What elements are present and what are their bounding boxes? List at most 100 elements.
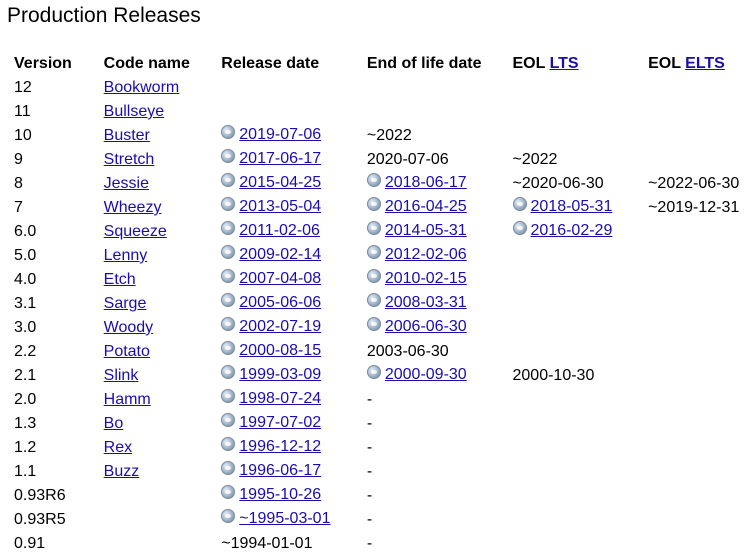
- globe-icon: [366, 220, 381, 235]
- eol-lts-text: 2000-10-30: [512, 367, 595, 384]
- eol-date-cell: -: [365, 532, 511, 556]
- header-eol-elts: EOL ELTS: [646, 52, 750, 76]
- release-date-cell: ~1994-01-01: [219, 532, 365, 556]
- version-cell: 5.0: [14, 247, 37, 264]
- codename-link[interactable]: Buzz: [103, 463, 140, 480]
- eol-date-link[interactable]: 2010-02-15: [384, 269, 467, 287]
- version-cell: 3.0: [14, 319, 37, 336]
- release-date-entry: 1996-12-12: [221, 436, 322, 456]
- codename-link[interactable]: Wheezy: [103, 199, 162, 216]
- release-date-link[interactable]: 2013-05-04: [239, 197, 322, 215]
- release-date-link[interactable]: ~1995-03-01: [239, 509, 331, 527]
- codename-link[interactable]: Slink: [103, 367, 139, 384]
- eol-date-text: ~2022: [366, 127, 412, 144]
- release-date-cell: 2002-07-19: [219, 316, 365, 340]
- release-date-link[interactable]: 1996-12-12: [239, 437, 322, 455]
- version-cell: 2.2: [14, 343, 37, 360]
- release-date-text: ~1994-01-01: [221, 535, 313, 552]
- release-date-cell: 1996-06-17: [219, 460, 365, 484]
- eol-date-cell: 2020-07-06: [365, 148, 511, 172]
- eol-lts-cell: ~2020-06-30: [511, 172, 647, 196]
- codename-link[interactable]: Stretch: [103, 151, 155, 168]
- eol-date-link[interactable]: 2014-05-31: [384, 221, 467, 239]
- release-date-link[interactable]: 2017-06-17: [239, 149, 322, 167]
- release-date-link[interactable]: 1999-03-09: [239, 365, 322, 383]
- codename-link[interactable]: Sarge: [103, 295, 147, 312]
- codename-link[interactable]: Buster: [103, 127, 150, 144]
- codename-link[interactable]: Bullseye: [103, 103, 165, 120]
- eol-date-link[interactable]: 2008-03-31: [384, 293, 467, 311]
- version-cell: 2.1: [14, 367, 37, 384]
- release-date-link[interactable]: 1996-06-17: [239, 461, 322, 479]
- release-date-link[interactable]: 2019-07-06: [239, 125, 322, 143]
- release-date-entry: 2002-07-19: [221, 316, 322, 336]
- codename-cell: Buzz: [102, 460, 220, 484]
- release-date-link[interactable]: 1997-07-02: [239, 413, 322, 431]
- codename-link[interactable]: Squeeze: [103, 223, 167, 240]
- elts-link[interactable]: ELTS: [685, 55, 725, 72]
- codename-link[interactable]: Jessie: [103, 175, 149, 192]
- table-row: 2.1 Slink 1999-03-09 2000-09-30 2000-10-30: [12, 364, 750, 388]
- header-eol-date: End of life date: [366, 55, 482, 72]
- eol-date-link[interactable]: 2006-06-30: [384, 317, 467, 335]
- eol-elts-cell: [646, 148, 750, 172]
- release-date-entry: 2017-06-17: [221, 148, 322, 168]
- version-cell: 0.93R5: [14, 511, 66, 528]
- codename-link[interactable]: Woody: [103, 319, 154, 336]
- eol-elts-cell: [646, 364, 750, 388]
- eol-lts-text: ~2020-06-30: [512, 175, 604, 192]
- eol-lts-cell: ~2022: [511, 148, 647, 172]
- version-cell: 1.1: [14, 463, 37, 480]
- table-row: 9 Stretch 2017-06-17 2020-07-06 ~2022: [12, 148, 750, 172]
- version-cell: 1.3: [14, 415, 37, 432]
- release-date-link[interactable]: 2015-04-25: [239, 173, 322, 191]
- codename-link[interactable]: Hamm: [103, 391, 151, 408]
- eol-date-link[interactable]: 2018-06-17: [384, 173, 467, 191]
- codename-link[interactable]: Bo: [103, 415, 124, 432]
- release-date-link[interactable]: 1995-10-26: [239, 485, 322, 503]
- eol-elts-cell: [646, 388, 750, 412]
- eol-date-cell: 2016-04-25: [365, 196, 511, 220]
- codename-link[interactable]: Potato: [103, 343, 150, 360]
- eol-lts-cell: [511, 124, 647, 148]
- release-date-link[interactable]: 2000-08-15: [239, 341, 322, 359]
- release-date-cell: 2005-06-06: [219, 292, 365, 316]
- release-date-link[interactable]: 2002-07-19: [239, 317, 322, 335]
- eol-lts-link[interactable]: 2018-05-31: [530, 197, 613, 215]
- eol-date-cell: [365, 100, 511, 124]
- release-date-entry: 1997-07-02: [221, 412, 322, 432]
- codename-cell: [102, 484, 220, 508]
- eol-lts-cell: [511, 76, 647, 100]
- release-date-cell: 1997-07-02: [219, 412, 365, 436]
- eol-elts-cell: [646, 484, 750, 508]
- codename-link[interactable]: Bookworm: [103, 79, 180, 96]
- codename-cell: Squeeze: [102, 220, 220, 244]
- eol-date-link[interactable]: 2012-02-06: [384, 245, 467, 263]
- release-date-link[interactable]: 2011-02-06: [239, 221, 320, 239]
- table-row: 5.0 Lenny 2009-02-14 2012-02-06: [12, 244, 750, 268]
- globe-icon: [221, 316, 236, 331]
- lts-link[interactable]: LTS: [549, 55, 579, 72]
- release-date-link[interactable]: 2009-02-14: [239, 245, 322, 263]
- release-date-cell: 1995-10-26: [219, 484, 365, 508]
- eol-lts-cell: [511, 292, 647, 316]
- eol-date-link[interactable]: 2000-09-30: [384, 365, 467, 383]
- table-row: 0.93R5 ~1995-03-01 -: [12, 508, 750, 532]
- table-row: 2.2 Potato 2000-08-15 2003-06-30: [12, 340, 750, 364]
- header-version: Version: [14, 55, 72, 72]
- eol-date-cell: -: [365, 436, 511, 460]
- eol-date-link[interactable]: 2016-04-25: [384, 197, 467, 215]
- release-date-link[interactable]: 1998-07-24: [239, 389, 322, 407]
- release-date-entry: 2005-06-06: [221, 292, 322, 312]
- release-date-entry: 2011-02-06: [221, 220, 320, 240]
- globe-icon: [366, 244, 381, 259]
- codename-link[interactable]: Etch: [103, 271, 136, 288]
- eol-date-text: -: [366, 463, 373, 480]
- eol-date-cell: 2006-06-30: [365, 316, 511, 340]
- codename-link[interactable]: Lenny: [103, 247, 148, 264]
- release-date-link[interactable]: 2007-04-08: [239, 269, 322, 287]
- eol-date-cell: -: [365, 388, 511, 412]
- codename-link[interactable]: Rex: [103, 439, 133, 456]
- eol-lts-link[interactable]: 2016-02-29: [530, 221, 613, 239]
- release-date-link[interactable]: 2005-06-06: [239, 293, 322, 311]
